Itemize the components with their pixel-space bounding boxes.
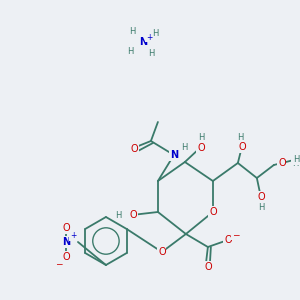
Text: N: N (170, 150, 178, 160)
Text: H: H (116, 211, 122, 220)
Text: N: N (139, 37, 147, 47)
Text: O: O (130, 144, 138, 154)
Text: H: H (198, 134, 204, 142)
Text: +: + (70, 232, 76, 241)
Text: H: H (148, 49, 154, 58)
Text: O: O (224, 235, 232, 245)
Text: N: N (62, 237, 70, 247)
Text: H: H (152, 29, 158, 38)
Text: H: H (181, 143, 187, 152)
Text: H: H (237, 133, 243, 142)
Text: O: O (204, 262, 212, 272)
Text: O: O (238, 142, 246, 152)
Text: +: + (146, 32, 152, 41)
Text: −: − (55, 260, 63, 268)
Text: H: H (292, 155, 299, 164)
Text: H: H (258, 202, 264, 211)
Text: H: H (127, 46, 133, 56)
Text: O: O (62, 252, 70, 262)
Text: H: H (292, 158, 298, 167)
Text: O: O (62, 223, 70, 233)
Text: O: O (278, 158, 286, 168)
Text: O: O (197, 143, 205, 153)
Text: −: − (232, 230, 240, 239)
Text: O: O (209, 207, 217, 217)
Text: H: H (129, 28, 135, 37)
Text: O: O (129, 210, 137, 220)
Text: O: O (257, 192, 265, 202)
Text: O: O (158, 247, 166, 257)
